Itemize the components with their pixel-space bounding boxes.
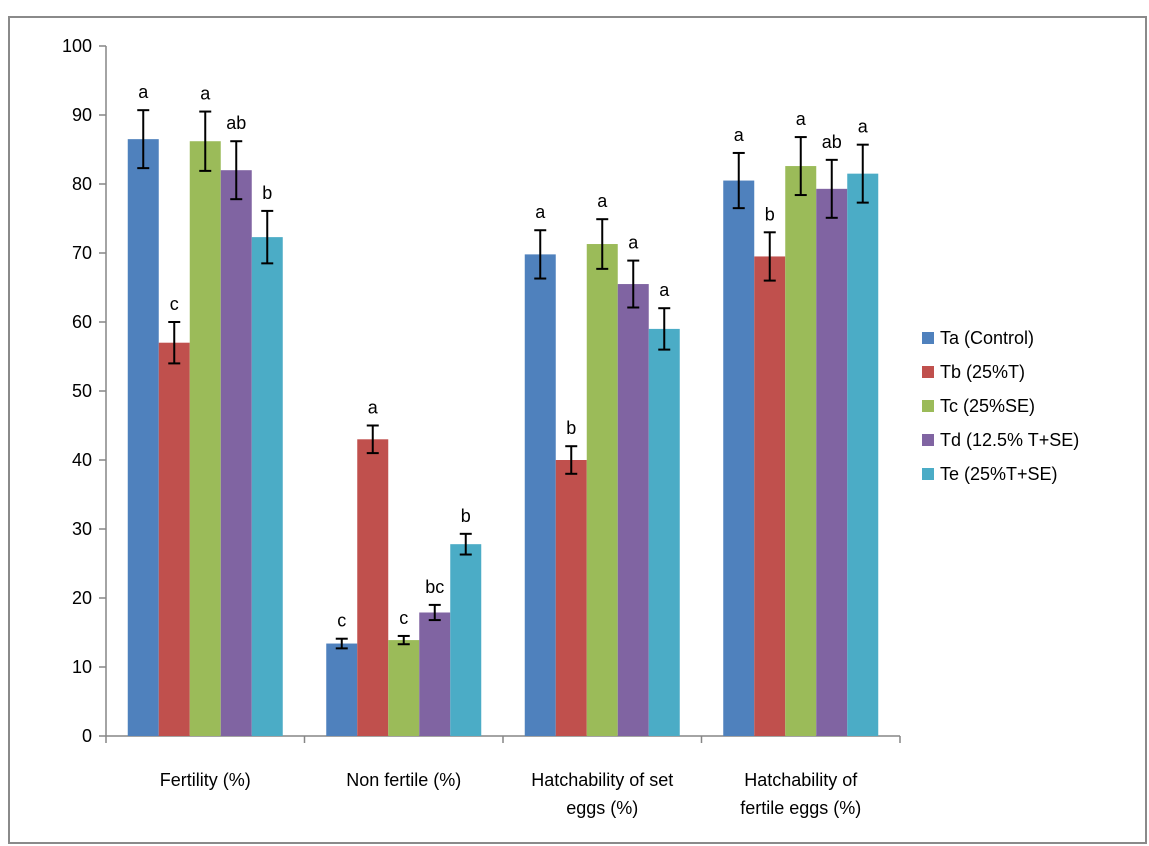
bar [127,139,159,736]
legend-swatch [922,332,934,344]
y-tick-label: 60 [72,312,92,332]
bar [357,439,389,736]
legend-label: Te (25%T+SE) [940,464,1058,484]
bar [586,244,618,736]
significance-label: a [628,233,639,253]
bar [450,544,482,736]
bar [816,188,848,736]
bar [189,141,221,737]
significance-label: a [597,191,608,211]
legend-label: Td (12.5% T+SE) [940,430,1079,450]
significance-label: a [858,117,869,137]
bar [220,170,252,736]
y-tick-label: 10 [72,657,92,677]
bar [617,284,649,736]
bar [158,342,190,736]
legend-swatch [922,434,934,446]
significance-label: a [138,82,149,102]
y-tick-label: 50 [72,381,92,401]
legend-label: Tc (25%SE) [940,396,1035,416]
significance-label: ab [226,113,246,133]
significance-label: b [461,506,471,526]
y-tick-label: 90 [72,105,92,125]
y-tick-label: 40 [72,450,92,470]
y-tick-label: 0 [82,726,92,746]
significance-label: c [399,608,408,628]
significance-label: a [796,109,807,129]
bar [388,640,420,736]
significance-label: a [368,398,379,418]
y-tick-label: 20 [72,588,92,608]
significance-label: b [765,204,775,224]
significance-label: a [659,280,670,300]
legend-label: Ta (Control) [940,328,1034,348]
legend-label: Tb (25%T) [940,362,1025,382]
bar [754,256,786,736]
bar [555,460,587,736]
bar [251,237,283,736]
bar [785,166,817,736]
significance-label: ab [822,132,842,152]
significance-label: c [170,294,179,314]
bar [326,643,358,736]
significance-label: b [566,418,576,438]
significance-label: bc [425,577,444,597]
bar [648,328,680,736]
bar [419,612,451,736]
bar [524,254,556,736]
legend-swatch [922,366,934,378]
category-label: Non fertile (%) [346,770,461,790]
legend-swatch [922,468,934,480]
significance-label: c [337,611,346,631]
y-tick-label: 80 [72,174,92,194]
category-label: Hatchability of fertile eggs (%) [740,770,861,818]
bar [847,173,879,736]
significance-label: a [535,202,546,222]
significance-label: b [262,183,272,203]
y-tick-label: 30 [72,519,92,539]
significance-label: a [200,84,211,104]
y-tick-label: 70 [72,243,92,263]
legend-swatch [922,400,934,412]
category-label: Hatchability of set eggs (%) [531,770,673,818]
bar [723,180,755,737]
category-label: Fertility (%) [160,770,251,790]
y-tick-label: 100 [62,36,92,56]
significance-label: a [734,125,745,145]
